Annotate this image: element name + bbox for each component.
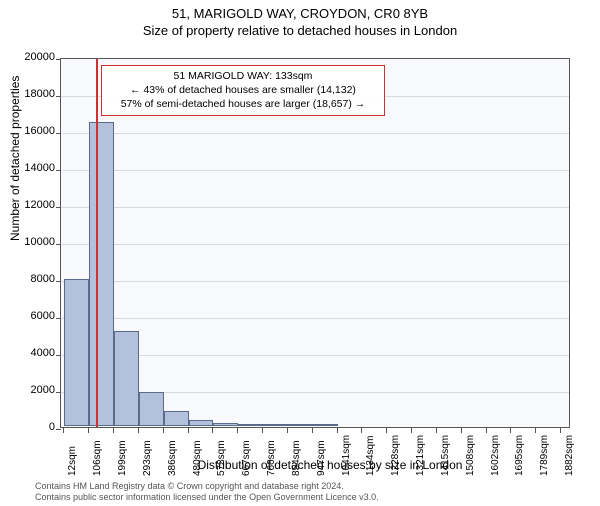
histogram-bar — [114, 331, 139, 426]
chart-area: 51 MARIGOLD WAY: 133sqm← 43% of detached… — [60, 58, 570, 428]
xtick-mark — [188, 428, 189, 433]
xtick-mark — [312, 428, 313, 433]
histogram-bar — [263, 424, 288, 426]
histogram-bar — [89, 122, 114, 426]
gridline — [61, 318, 569, 319]
gridline — [61, 281, 569, 282]
ytick-mark — [56, 170, 61, 171]
xtick-mark — [337, 428, 338, 433]
chart-container: 51, MARIGOLD WAY, CROYDON, CR0 8YB Size … — [0, 6, 600, 506]
ytick-mark — [56, 392, 61, 393]
histogram-bar — [189, 420, 214, 426]
xtick-mark — [461, 428, 462, 433]
xtick-mark — [436, 428, 437, 433]
ytick-mark — [56, 96, 61, 97]
ytick-mark — [56, 207, 61, 208]
gridline — [61, 244, 569, 245]
ytick-mark — [56, 318, 61, 319]
xtick-mark — [88, 428, 89, 433]
histogram-bar — [288, 424, 313, 426]
ytick-mark — [56, 355, 61, 356]
plot-region: 51 MARIGOLD WAY: 133sqm← 43% of detached… — [60, 58, 570, 428]
ytick-label: 14000 — [5, 162, 55, 174]
chart-title-line2: Size of property relative to detached ho… — [0, 23, 600, 38]
ytick-label: 12000 — [5, 199, 55, 211]
ytick-label: 16000 — [5, 125, 55, 137]
histogram-bar — [313, 424, 338, 426]
xtick-mark — [113, 428, 114, 433]
ytick-label: 10000 — [5, 236, 55, 248]
histogram-bar — [139, 392, 164, 426]
xtick-mark — [560, 428, 561, 433]
xtick-mark — [212, 428, 213, 433]
xtick-mark — [535, 428, 536, 433]
annotation-line2: ← 43% of detached houses are smaller (14… — [108, 83, 378, 97]
xtick-mark — [411, 428, 412, 433]
histogram-bar — [164, 411, 189, 426]
ytick-label: 2000 — [5, 384, 55, 396]
gridline — [61, 207, 569, 208]
ytick-mark — [56, 429, 61, 430]
xtick-mark — [138, 428, 139, 433]
ytick-label: 18000 — [5, 88, 55, 100]
xtick-mark — [287, 428, 288, 433]
histogram-bar — [213, 423, 238, 426]
histogram-bar — [238, 424, 263, 426]
ytick-label: 20000 — [5, 51, 55, 63]
ytick-mark — [56, 133, 61, 134]
ytick-label: 4000 — [5, 347, 55, 359]
property-marker-line — [96, 59, 98, 427]
xtick-mark — [63, 428, 64, 433]
y-axis-label: Number of detached properties — [8, 76, 22, 241]
ytick-label: 8000 — [5, 273, 55, 285]
chart-title-line1: 51, MARIGOLD WAY, CROYDON, CR0 8YB — [0, 6, 600, 21]
x-axis-label: Distribution of detached houses by size … — [30, 458, 600, 472]
ytick-mark — [56, 244, 61, 245]
xtick-mark — [237, 428, 238, 433]
footer-line2: Contains public sector information licen… — [35, 492, 379, 503]
ytick-label: 6000 — [5, 310, 55, 322]
xtick-mark — [361, 428, 362, 433]
xtick-mark — [486, 428, 487, 433]
xtick-mark — [163, 428, 164, 433]
xtick-mark — [386, 428, 387, 433]
footer-line1: Contains HM Land Registry data © Crown c… — [35, 481, 379, 492]
annotation-line1: 51 MARIGOLD WAY: 133sqm — [108, 69, 378, 83]
histogram-bar — [64, 279, 89, 426]
xtick-mark — [510, 428, 511, 433]
annotation-box: 51 MARIGOLD WAY: 133sqm← 43% of detached… — [101, 65, 385, 116]
ytick-mark — [56, 59, 61, 60]
gridline — [61, 133, 569, 134]
ytick-mark — [56, 281, 61, 282]
ytick-label: 0 — [5, 421, 55, 433]
gridline — [61, 170, 569, 171]
annotation-line3: 57% of semi-detached houses are larger (… — [108, 97, 378, 111]
xtick-mark — [262, 428, 263, 433]
